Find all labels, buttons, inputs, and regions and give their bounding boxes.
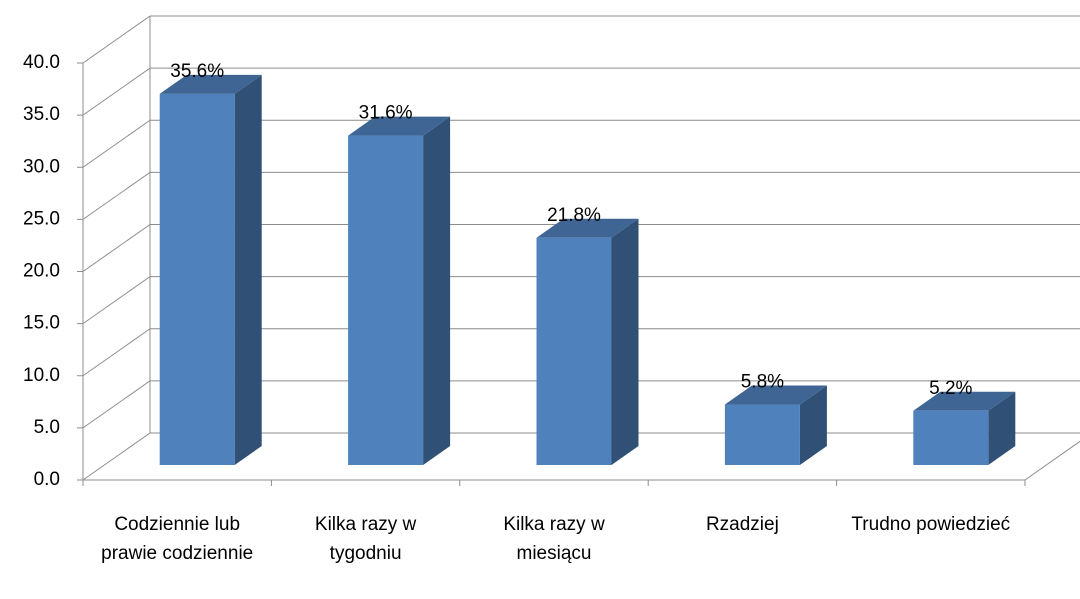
grid-line bbox=[82, 328, 151, 377]
bar-side bbox=[988, 391, 1016, 465]
data-label: 35.6% bbox=[170, 61, 224, 82]
bar-top bbox=[724, 385, 827, 405]
bar-top bbox=[348, 116, 451, 136]
y-tick-label: 0.0 bbox=[34, 469, 60, 490]
grid-line bbox=[82, 432, 151, 481]
grid-line bbox=[82, 380, 151, 429]
grid-line bbox=[82, 224, 151, 272]
y-tick-label: 40.0 bbox=[23, 52, 60, 73]
x-tick-label: Trudno powiedzieć bbox=[851, 514, 1011, 535]
y-tick-label: 25.0 bbox=[23, 208, 60, 229]
bar-top bbox=[536, 218, 639, 238]
bar-front bbox=[724, 404, 800, 465]
data-label: 5.8% bbox=[741, 372, 784, 393]
y-tick-label: 30.0 bbox=[23, 156, 60, 177]
x-tick-label: Rzadziej bbox=[705, 514, 779, 535]
data-label: 21.8% bbox=[547, 205, 601, 226]
bar bbox=[913, 391, 1016, 465]
bar-top bbox=[159, 74, 262, 94]
y-tick-label: 15.0 bbox=[23, 313, 60, 334]
grid-line bbox=[82, 67, 151, 116]
y-tick-label: 10.0 bbox=[23, 365, 60, 386]
bar bbox=[536, 218, 639, 465]
bar-front bbox=[159, 93, 235, 466]
floor-edge bbox=[1024, 440, 1080, 481]
grid-line bbox=[82, 171, 151, 220]
bar-side bbox=[234, 74, 262, 466]
x-tick-label: Codziennie lub prawie codziennie bbox=[101, 514, 254, 564]
bar bbox=[348, 116, 451, 465]
bar bbox=[724, 385, 827, 465]
y-tick-label: 20.0 bbox=[23, 261, 60, 282]
x-tick-label: Kilka razy w miesiącu bbox=[503, 514, 605, 564]
grid-line bbox=[82, 276, 151, 325]
grid-line bbox=[82, 119, 151, 168]
x-tick-label: Kilka razy w tygodniu bbox=[314, 514, 417, 564]
data-label: 31.6% bbox=[359, 103, 413, 124]
bar-front bbox=[536, 237, 612, 465]
bar bbox=[159, 74, 262, 466]
bar-front bbox=[913, 410, 989, 465]
bar-front bbox=[348, 135, 424, 465]
bar-top bbox=[913, 391, 1016, 411]
bar-side bbox=[423, 116, 451, 465]
y-tick-label: 35.0 bbox=[23, 104, 60, 125]
data-label: 5.2% bbox=[929, 378, 972, 399]
y-tick-label: 5.0 bbox=[34, 417, 60, 438]
bar-side bbox=[611, 218, 639, 465]
grid-line bbox=[82, 15, 151, 64]
bar-side bbox=[799, 385, 827, 465]
